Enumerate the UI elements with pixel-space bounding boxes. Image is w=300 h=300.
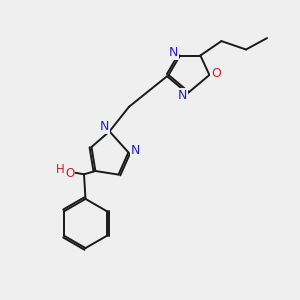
Text: N: N (169, 46, 178, 59)
Text: N: N (131, 144, 141, 158)
Text: N: N (178, 88, 187, 102)
Text: O: O (211, 67, 221, 80)
Text: N: N (99, 119, 109, 133)
Text: O: O (65, 167, 74, 180)
Text: H: H (56, 163, 64, 176)
